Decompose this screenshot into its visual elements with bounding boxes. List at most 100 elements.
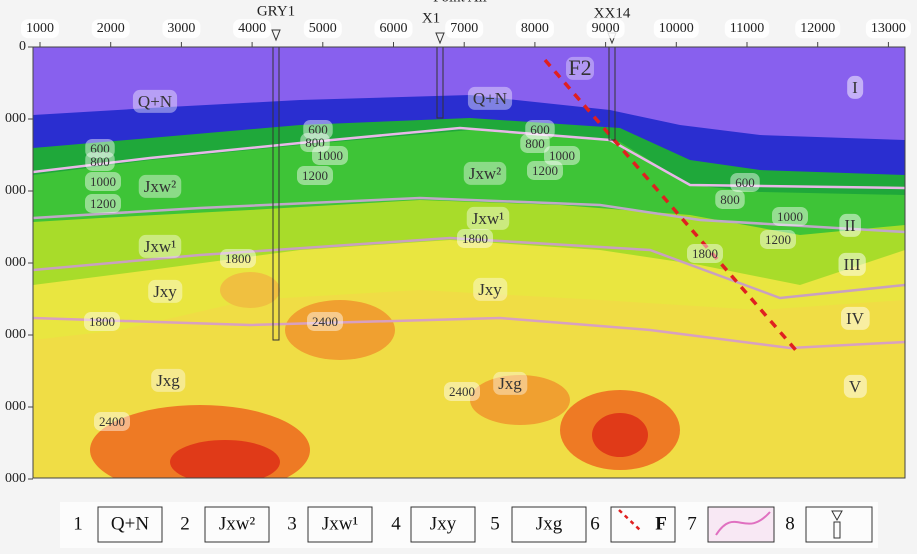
legend-box [410,506,476,543]
x-tick-label: 4000 [238,21,266,36]
contour-label-background [85,151,115,171]
legend-number: 1 [73,513,83,534]
x-tick-label: 3000 [167,21,195,36]
contour-label: 600 [308,122,328,137]
contour-label-background [312,145,348,165]
contour-label-background [297,165,333,185]
layer-purple [33,47,905,140]
contour-label: 2400 [99,414,125,429]
contour-label: 1800 [89,314,115,329]
legend-number: 8 [785,513,795,534]
zone-label: II [844,216,856,235]
formation-label-background [467,86,513,110]
contour-label: 1800 [225,251,251,266]
x-tick-label-background [653,19,699,39]
contour-label: 1000 [317,148,343,163]
zone-label: V [849,377,862,396]
zone-label: IV [846,309,865,328]
contour-label-background [300,132,330,152]
contour-label: 600 [530,122,550,137]
contour-label: 800 [720,192,740,207]
legend-box [307,506,373,543]
contour-label-background [730,172,760,192]
y-tick-label: 000 [5,255,26,270]
contour-label: 1200 [765,232,791,247]
x-tick-label-background [162,19,201,39]
y-tick-label: 000 [5,399,26,414]
legend-box [610,506,676,543]
zone-label-background [839,213,861,237]
x-tick-label-background [586,19,625,39]
legend-box [805,506,873,543]
legend-box [707,506,775,543]
contour-label-background [687,243,723,263]
formation-label: Jxg [498,374,522,393]
contour-label-background [760,229,796,249]
x-tick-label: 1000 [26,21,54,36]
zone-label-background [847,75,864,99]
formation-label-background [473,277,508,301]
legend-box [97,506,163,543]
boundary-line [33,236,905,300]
formation-label-background [138,174,182,198]
contour-label: 1000 [777,209,803,224]
formation-label: Q+N [473,89,507,108]
contour-label: 1800 [462,231,488,246]
boundary-line [33,316,905,350]
x-tick-label-background [445,19,484,39]
contour-label-background [527,160,563,180]
x-tick-label: 6000 [380,21,408,36]
high-zone [170,440,280,478]
boundary-line [33,126,905,190]
x-tick-label-background [21,19,59,39]
contour-label: 1200 [302,168,328,183]
high-zone [470,375,570,425]
contour-label-background [307,311,343,331]
formation-label-background [132,89,178,113]
well-label: X1 [422,10,440,26]
x-tick-label: 2000 [97,21,125,36]
legend-boundary-symbol [715,511,771,536]
formation-label-background [466,206,510,230]
well [608,47,616,141]
contour-label: 1200 [90,196,116,211]
contour-label-background [525,119,555,139]
contour-label-background [303,119,333,139]
formation-label-background [463,161,507,185]
contour-label: 800 [525,136,545,151]
x-tick-label: 12000 [800,21,835,36]
legend-number: 3 [287,513,297,534]
zone-label: III [844,255,861,274]
legend-number: 5 [490,513,500,534]
well [436,47,444,119]
contour-label: 1000 [549,148,575,163]
velocity-field [33,47,905,478]
high-zone [592,413,648,457]
contour-label-background [220,248,256,268]
legend-label: Jxg [536,513,563,534]
x-tick-label-background [795,19,841,39]
fault-label-background [566,56,594,80]
legend-label: Jxw² [219,513,256,534]
formation-label: Jxg [156,371,180,390]
x-tick-label: 10000 [659,21,694,36]
formation-label: Jxw² [144,177,177,196]
contour-label-background [85,171,121,191]
contour-label-background [84,311,120,331]
well-label: XX14 [594,5,631,21]
legend-label: Q+N [111,513,149,534]
formation-label: Jxw¹ [144,237,177,256]
legend-label: F [655,513,667,534]
contour-label-background [94,411,130,431]
x-tick-label-background [233,19,272,39]
contour-label-background [85,138,115,158]
legend-number: 4 [391,513,401,534]
legend-box [511,506,587,543]
contour-label: 1200 [532,163,558,178]
contour-label-background [772,206,808,226]
x-tick-label-background [865,19,911,39]
zone-label: I [852,78,858,97]
contour-label-background [444,381,480,401]
x-tick-label: 9000 [592,21,620,36]
